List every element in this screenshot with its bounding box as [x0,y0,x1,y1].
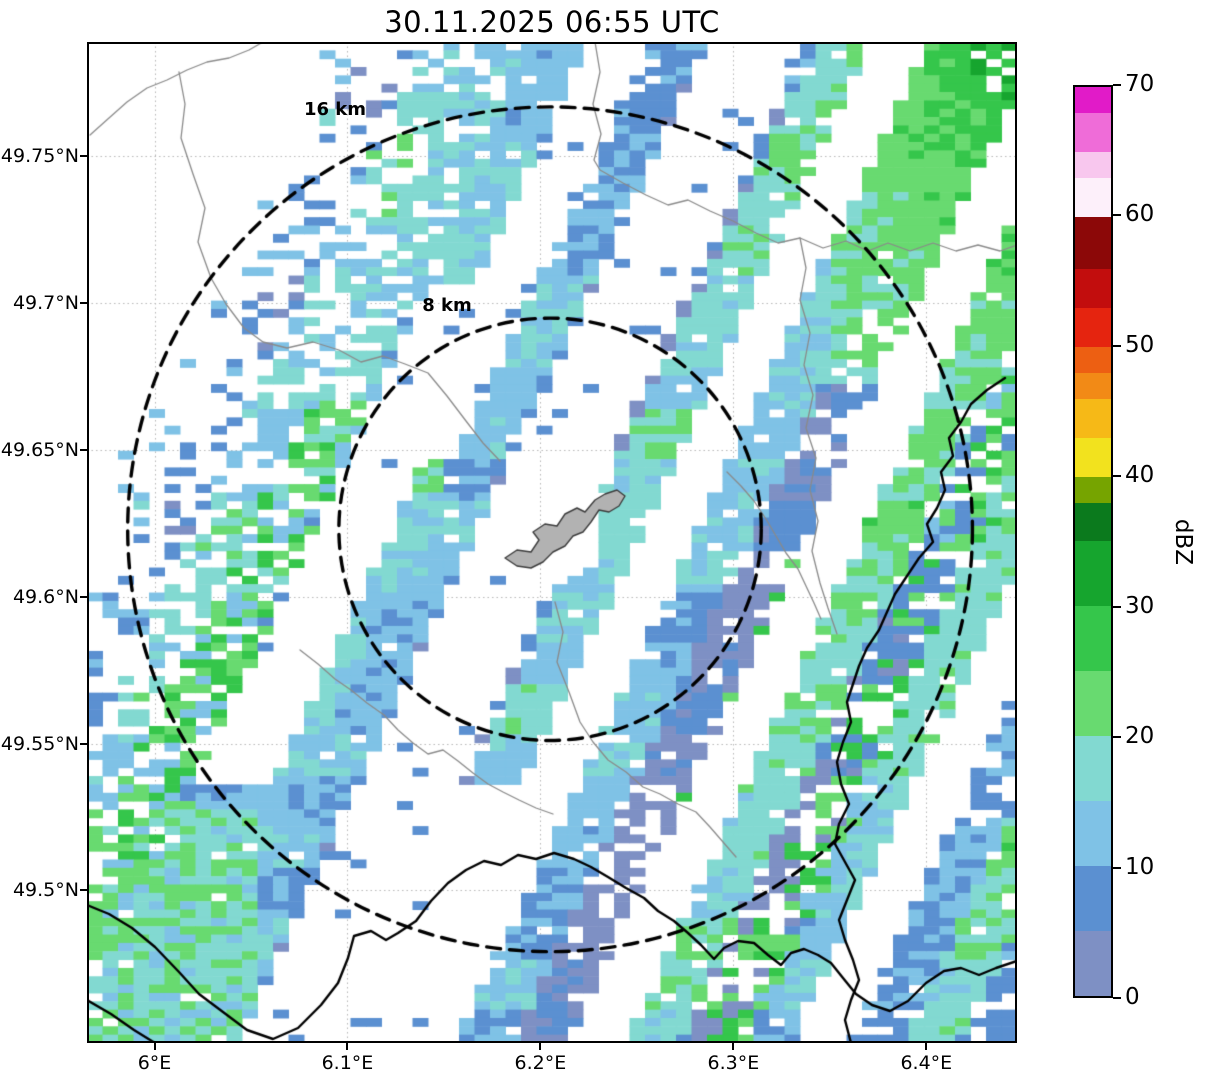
x-tick-mark [346,1043,349,1050]
y-tick-mark [80,302,87,305]
y-tick-label: 49.65°N [0,439,79,462]
colorbar-tick-mark [1113,84,1121,86]
y-tick-mark [80,889,87,892]
colorbar-tick-label: 60 [1125,201,1155,228]
range-ring-label-8km: 8 km [422,295,472,316]
colorbar-segment [1075,307,1111,347]
y-tick-label: 49.5°N [12,879,79,902]
x-tick-mark [925,1043,928,1050]
colorbar-segment [1075,866,1111,931]
y-tick-label: 49.75°N [0,145,79,168]
colorbar-unit-label: dBZ [1170,518,1196,566]
colorbar-segment [1075,346,1111,373]
x-tick-label: 6°E [137,1052,172,1073]
x-tick-label: 6.2°E [514,1052,567,1073]
colorbar-segment [1075,671,1111,737]
colorbar-tick-mark [1113,344,1121,347]
x-tick-label: 6.1°E [321,1052,374,1073]
colorbar-tick-mark [1113,997,1121,999]
colorbar-tick-mark [1113,214,1121,217]
x-tick-mark [732,1043,735,1050]
colorbar-tick-mark [1113,605,1121,608]
colorbar-tick-mark [1113,475,1121,478]
colorbar-segment [1075,372,1111,399]
colorbar-segment [1075,930,1111,996]
colorbar-segment [1075,541,1111,607]
colorbar-segment [1075,216,1111,269]
colorbar-segment [1075,476,1111,503]
colorbar-tick-label: 0 [1125,984,1140,1010]
colorbar-tick-label: 10 [1125,853,1155,880]
y-tick-label: 49.7°N [12,292,79,315]
y-tick-mark [80,742,87,745]
colorbar-segment [1075,736,1111,802]
y-tick-mark [80,595,87,598]
colorbar-segment [1075,87,1111,113]
y-tick-mark [80,449,87,452]
colorbar-segment [1075,398,1111,438]
colorbar-segment [1075,268,1111,308]
colorbar-segment [1075,112,1111,152]
x-tick-label: 6.4°E [900,1052,953,1073]
colorbar-tick-label: 70 [1125,71,1155,97]
colorbar-tick-label: 50 [1125,331,1155,358]
y-tick-mark [80,155,87,158]
x-tick-mark [153,1043,156,1050]
colorbar-tick-label: 20 [1125,723,1155,750]
radar-map-canvas [87,42,1017,1043]
plot-title: 30.11.2025 06:55 UTC [384,5,720,39]
colorbar-segment [1075,606,1111,672]
colorbar-tick-label: 40 [1125,462,1155,489]
range-ring-label-16km: 16 km [303,99,367,120]
colorbar-segment [1075,801,1111,867]
colorbar-tick-label: 30 [1125,592,1155,619]
colorbar [1073,85,1113,998]
colorbar-segments [1075,87,1111,996]
y-tick-label: 49.55°N [0,732,79,755]
colorbar-segment [1075,437,1111,477]
y-tick-label: 49.6°N [12,585,79,608]
colorbar-segment [1075,177,1111,217]
colorbar-tick-mark [1113,736,1121,739]
x-tick-label: 6.3°E [707,1052,760,1073]
colorbar-segment [1075,502,1111,542]
colorbar-segment [1075,151,1111,178]
colorbar-tick-mark [1113,866,1121,869]
x-tick-mark [539,1043,542,1050]
